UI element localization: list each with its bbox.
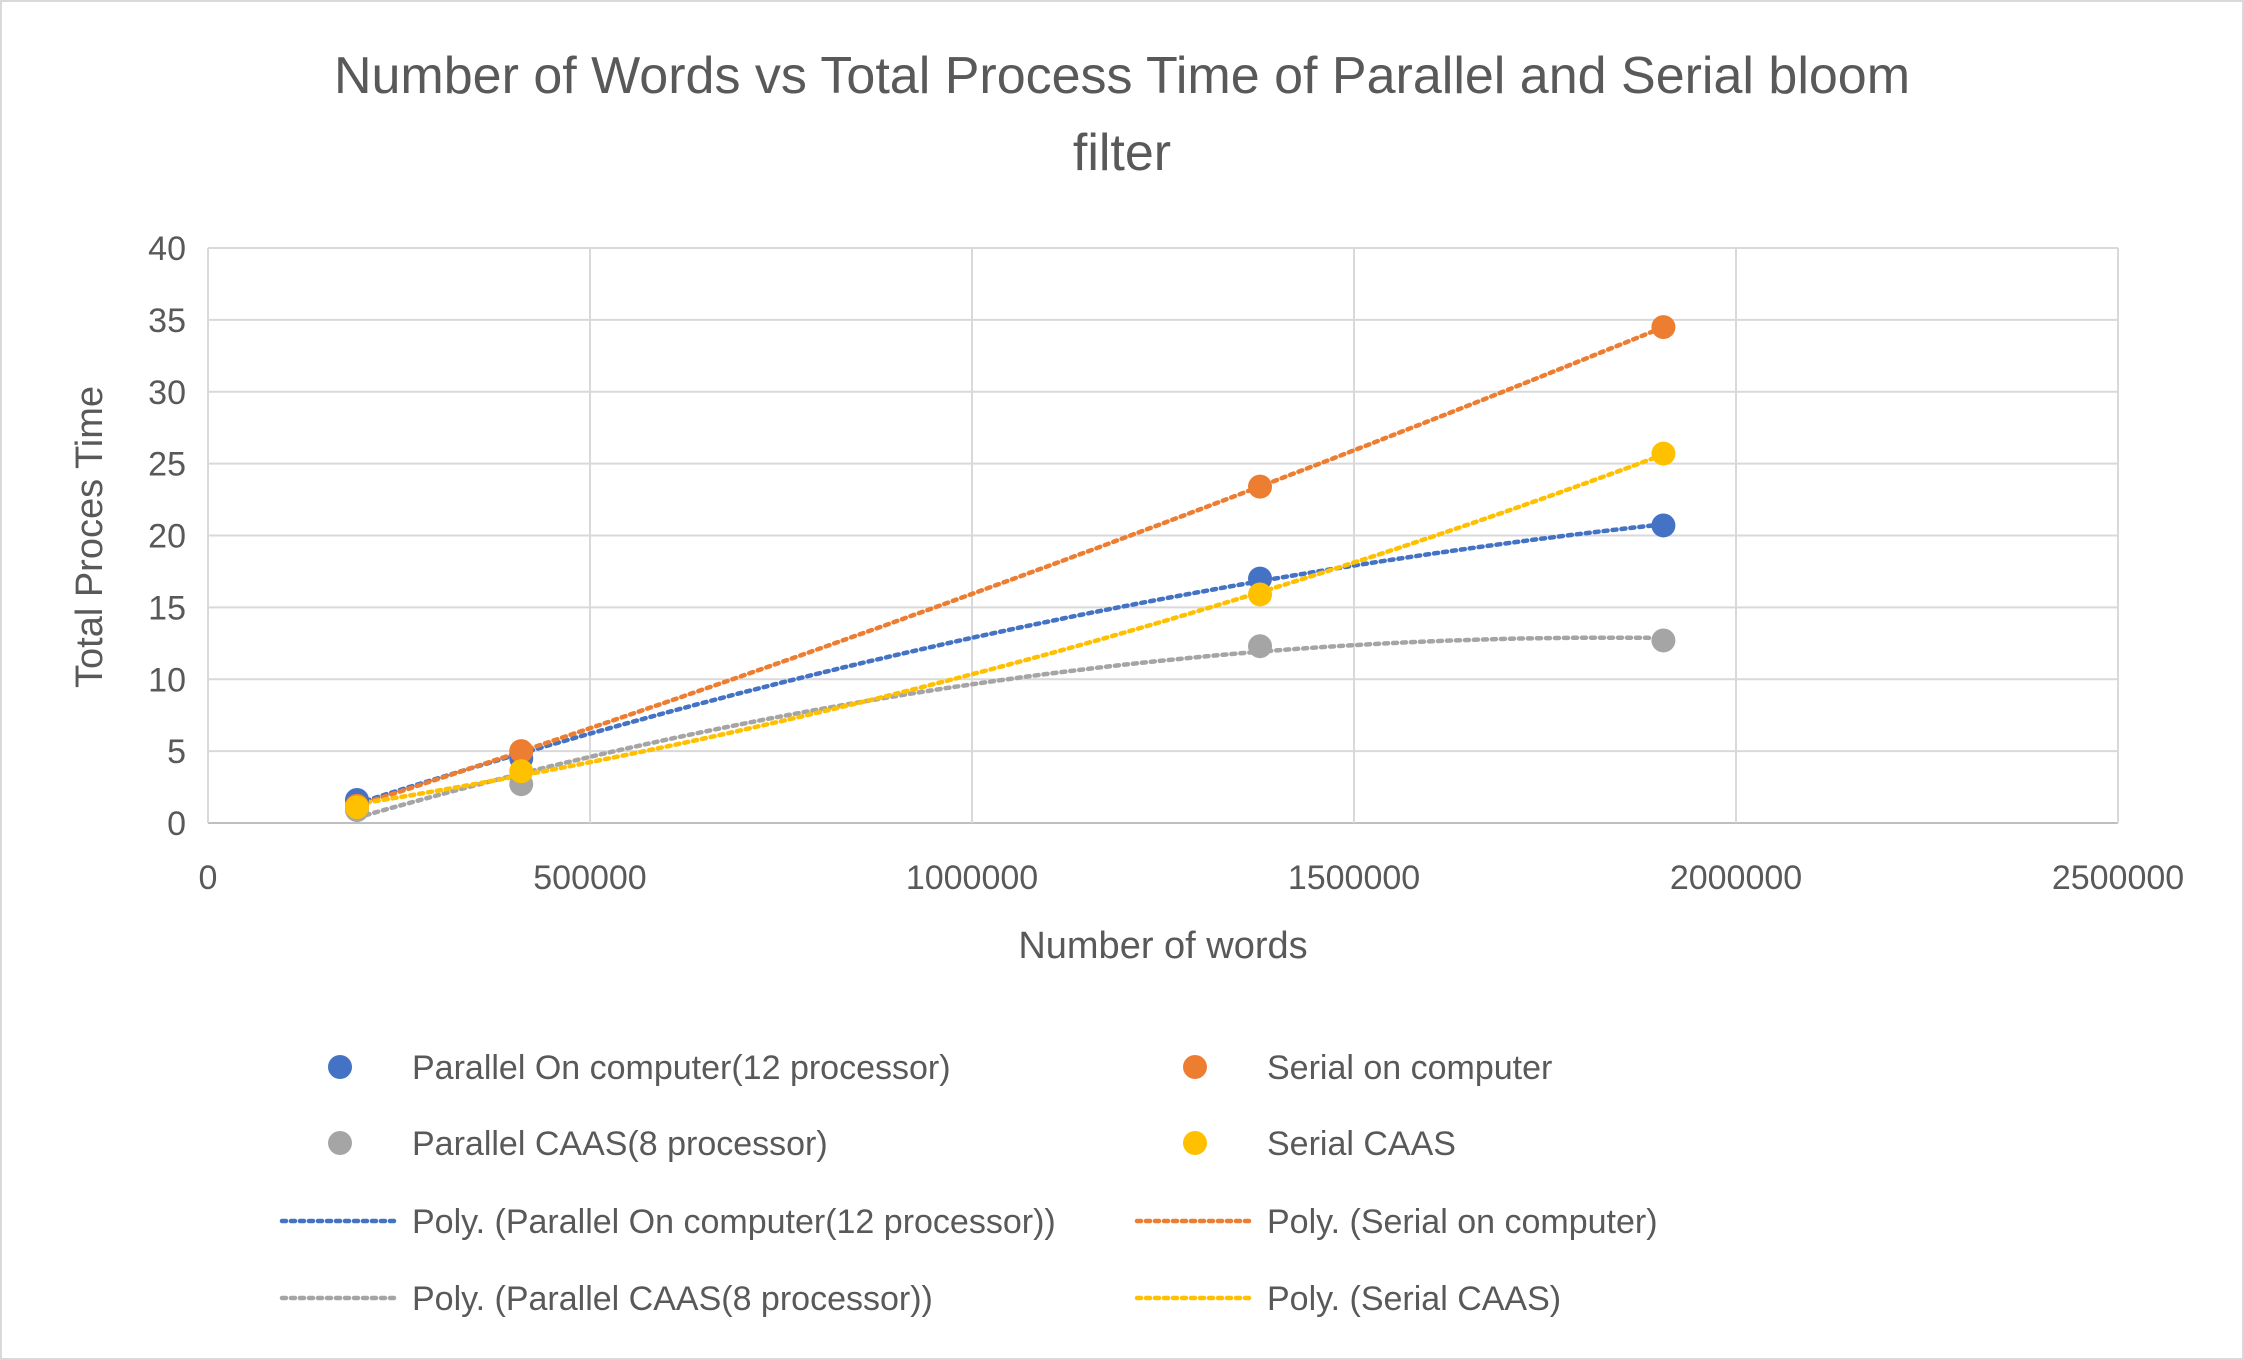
x-tick-labels: 0 500000 1000000 1500000 2000000 2500000 [199,859,2185,897]
data-point [509,759,534,784]
legend-marker [1183,1055,1207,1079]
trendline [354,324,1666,808]
legend-entry: Parallel On computer(12 processor) [328,1049,951,1087]
y-tick-labels: 0 5 10 15 20 25 30 35 40 [148,230,186,843]
y-tick-label: 10 [148,661,186,699]
x-axis-label: Number of words [1018,925,1307,967]
data-point [1651,628,1676,653]
legend-marker [1183,1131,1207,1155]
y-tick-label: 25 [148,446,186,484]
legend-entry: Poly. (Parallel On computer(12 processor… [279,1203,1056,1241]
legend-label: Poly. (Serial on computer) [1267,1203,1658,1241]
chart-title-line-1: Number of Words vs Total Process Time of… [334,47,1910,105]
trendline [354,522,1666,806]
x-tick-label: 0 [199,859,218,897]
data-point [509,739,534,764]
legend-label: Serial CAAS [1267,1125,1456,1163]
data-point [1248,582,1273,607]
trendline [354,452,1666,807]
legend: Parallel On computer(12 processor) Serial… [279,1049,1658,1318]
chart-title-line-2: filter [1073,124,1171,182]
legend-label: Poly. (Serial CAAS) [1267,1280,1561,1318]
data-point [1248,474,1273,499]
legend-label: Parallel On computer(12 processor) [412,1049,951,1087]
legend-label: Serial on computer [1267,1049,1552,1087]
legend-marker [328,1055,352,1079]
y-tick-label: 15 [148,589,186,627]
legend-entry: Poly. (Serial on computer) [1134,1203,1658,1241]
x-tick-label: 2500000 [2052,859,2184,897]
legend-entry: Poly. (Parallel CAAS(8 processor)) [279,1280,933,1318]
x-tick-label: 500000 [533,859,646,897]
y-tick-label: 5 [167,733,186,771]
x-tick-label: 1000000 [906,859,1038,897]
data-point [1651,315,1676,340]
legend-label: Poly. (Parallel On computer(12 processor… [412,1203,1056,1241]
data-point [1651,441,1676,466]
legend-marker [328,1131,352,1155]
legend-entry: Poly. (Serial CAAS) [1134,1280,1561,1318]
y-tick-label: 20 [148,518,186,556]
trendline [354,635,1666,820]
y-tick-label: 0 [167,805,186,843]
data-markers [344,315,1676,823]
legend-label: Parallel CAAS(8 processor) [412,1125,828,1163]
trendlines [354,324,1666,820]
legend-label: Poly. (Parallel CAAS(8 processor)) [412,1280,933,1318]
legend-entry: Serial on computer [1183,1049,1552,1087]
data-point [344,795,369,820]
y-tick-label: 30 [148,374,186,412]
data-point [1248,634,1273,659]
x-tick-label: 1500000 [1288,859,1420,897]
y-axis-label: Total Proces Time [69,386,111,688]
x-tick-label: 2000000 [1670,859,1802,897]
data-point [1651,513,1676,538]
y-tick-label: 35 [148,302,186,340]
legend-entry: Parallel CAAS(8 processor) [328,1125,828,1163]
y-tick-label: 40 [148,230,186,268]
legend-entry: Serial CAAS [1183,1125,1456,1163]
